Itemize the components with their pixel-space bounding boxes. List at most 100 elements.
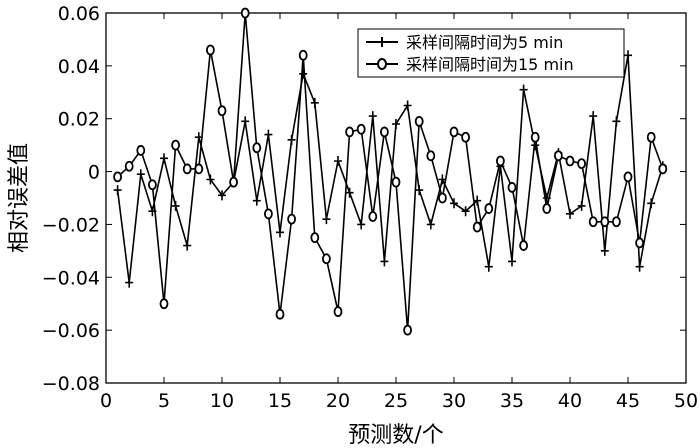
y-tick-label: 0 (88, 162, 100, 184)
x-axis-label: 预测数/个 (348, 423, 443, 448)
data-point-plus (461, 206, 470, 217)
data-point-circle (252, 142, 262, 154)
data-point-circle (391, 176, 401, 188)
y-tick-label: −0.08 (42, 373, 100, 395)
data-point-circle (612, 216, 621, 228)
x-tick-label: 0 (100, 390, 112, 412)
axes: 0 5 10 15 20 25 30 35 40 45 50 0.06 0.04 0.02 0 −0.02 −0… (42, 3, 698, 412)
data-point-circle (542, 203, 552, 214)
y-tick-label: −0.06 (42, 320, 100, 342)
data-point-circle (205, 44, 215, 56)
data-point-circle (298, 49, 308, 61)
data-point-circle (565, 155, 575, 167)
data-point-circle (217, 105, 227, 117)
data-point-circle (147, 179, 157, 191)
data-point-circle (379, 126, 389, 138)
data-point-circle (275, 308, 285, 320)
data-point-circle (635, 237, 644, 249)
data-point-plus (136, 169, 145, 180)
data-point-circle (600, 216, 610, 228)
data-point-circle (287, 213, 297, 225)
data-point-circle (519, 240, 528, 251)
data-point-plus (310, 97, 319, 108)
data-point-circle (554, 150, 563, 162)
data-point-plus (218, 190, 226, 201)
data-point-circle (356, 123, 366, 135)
data-point-plus (252, 195, 261, 206)
data-point-plus (264, 129, 273, 140)
y-tick-label: 0.04 (58, 56, 100, 78)
y-axis-label: 相对误差值 (7, 143, 32, 253)
data-point-plus (589, 111, 598, 122)
data-point-plus (508, 256, 516, 267)
data-point-plus (183, 240, 192, 251)
data-point-plus (600, 245, 609, 256)
data-point-plus (299, 68, 308, 79)
data-point-plus (612, 116, 621, 127)
data-point-circle (588, 216, 598, 228)
data-point-circle (472, 221, 482, 233)
data-point-plus (380, 256, 389, 267)
y-tick-label: 0.02 (58, 109, 100, 131)
legend-label-5min: 采样间隔时间为5 min (406, 33, 563, 52)
data-point-circle (437, 192, 447, 204)
legend: 采样间隔时间为5 min 采样间隔时间为15 min (357, 28, 625, 78)
data-point-circle (136, 145, 146, 156)
x-tick-label: 25 (384, 390, 408, 412)
data-point-circle (124, 160, 134, 172)
data-point-circle (646, 131, 656, 143)
y-tick-label: 0.06 (58, 3, 100, 25)
data-point-plus (647, 198, 656, 209)
data-point-circle (240, 7, 250, 19)
data-point-plus (415, 185, 424, 196)
data-point-plus (345, 187, 354, 198)
data-point-circle (495, 155, 505, 167)
data-point-plus (519, 84, 528, 95)
x-tick-label: 45 (616, 390, 640, 412)
data-point-circle (345, 126, 355, 138)
data-point-circle (333, 306, 343, 318)
data-point-circle (403, 324, 413, 336)
x-tick-label: 15 (268, 390, 292, 412)
data-point-plus (577, 200, 586, 211)
data-point-circle (321, 253, 331, 265)
data-point-circle (414, 115, 424, 127)
data-point-plus (635, 261, 644, 272)
data-point-circle (229, 176, 239, 188)
data-point-circle (484, 203, 494, 214)
data-point-circle (263, 208, 273, 220)
data-point-plus (287, 134, 296, 145)
data-point-circle (530, 131, 540, 143)
data-point-circle (171, 139, 181, 151)
data-point-plus (368, 111, 377, 122)
x-tick-label: 10 (210, 390, 234, 412)
x-tick-label: 20 (326, 390, 350, 412)
series-line (116, 55, 664, 283)
data-point-plus (113, 185, 122, 196)
data-point-plus (160, 153, 168, 164)
data-point-circle (194, 163, 204, 175)
data-point-circle (577, 158, 586, 170)
data-point-plus (334, 156, 342, 166)
x-tick-label: 35 (500, 390, 524, 412)
legend-box (357, 28, 625, 78)
data-point-plus (206, 174, 215, 185)
data-point-circle (159, 298, 169, 310)
data-point-circle (182, 163, 192, 175)
legend-label-15min: 采样间隔时间为15 min (406, 55, 574, 74)
data-point-plus (241, 116, 250, 127)
legend-plus-marker (377, 37, 387, 47)
x-tick-label: 50 (674, 390, 698, 412)
legend-circle-marker (377, 58, 387, 70)
x-tick-label: 5 (158, 390, 170, 412)
data-point-circle (310, 232, 320, 244)
data-point-circle (623, 171, 633, 183)
x-tick-label: 30 (442, 390, 466, 412)
data-point-plus (125, 277, 134, 288)
data-point-plus (322, 214, 331, 225)
data-point-plus (276, 227, 284, 238)
data-point-plus (357, 219, 366, 230)
data-point-circle (426, 150, 436, 162)
y-tick-label: −0.02 (42, 214, 100, 236)
